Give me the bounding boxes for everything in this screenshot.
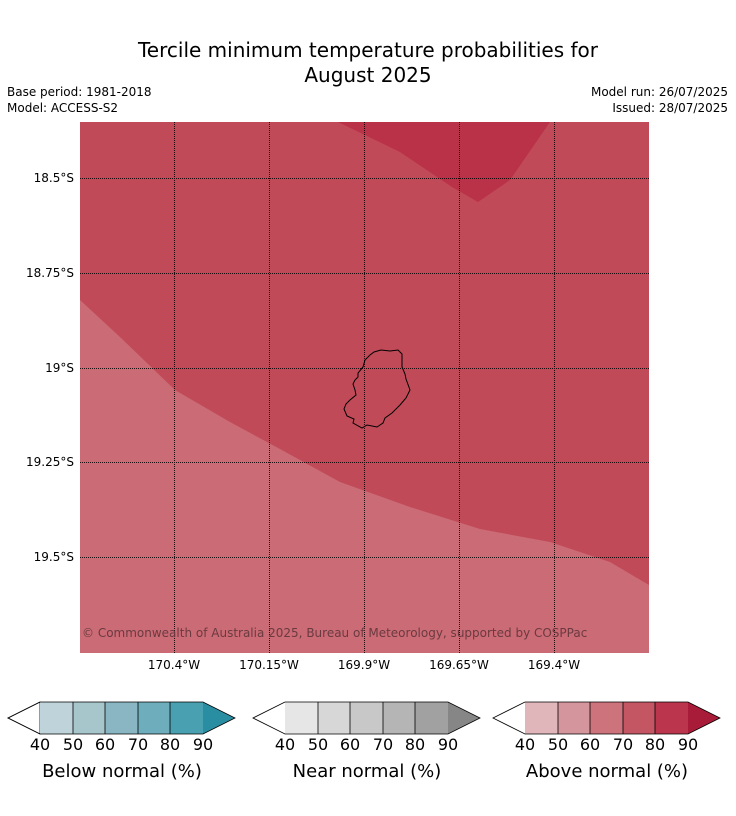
copyright-notice: © Commonwealth of Australia 2025, Bureau… xyxy=(82,626,588,640)
colorbar-below-upper-extend xyxy=(203,702,235,734)
legend-tick: 60 xyxy=(579,735,601,754)
model-name: Model: ACCESS-S2 xyxy=(7,101,119,115)
legend-tick: 90 xyxy=(192,735,214,754)
model-run: Model run: 26/07/2025 xyxy=(590,85,728,99)
lat-label: 19.5°S xyxy=(33,550,74,564)
legend-near-normal xyxy=(251,700,483,736)
map-title: Tercile minimum temperature probabilitie… xyxy=(0,38,736,88)
meta-left: Base period: 1981-2018 Model: ACCESS-S2 xyxy=(7,84,152,116)
colorbar-near-swatch xyxy=(285,702,318,734)
colorbar-above-swatch xyxy=(558,702,590,734)
colorbar-below-swatch xyxy=(40,702,73,734)
colorbar-near xyxy=(252,701,481,735)
meta-right: Model run: 26/07/2025 Issued: 28/07/2025 xyxy=(591,84,728,116)
legend-tick: 70 xyxy=(372,735,394,754)
zone-above-80-90 xyxy=(338,122,550,202)
colorbar-near-swatch xyxy=(415,702,448,734)
legend-tick: 50 xyxy=(307,735,329,754)
colorbar-near-swatch xyxy=(350,702,383,734)
map-panel[interactable] xyxy=(80,122,649,653)
legend-tick: 60 xyxy=(94,735,116,754)
colorbar-above-swatch xyxy=(623,702,655,734)
lat-label: 19.25°S xyxy=(26,455,74,469)
lon-label: 170.4°W xyxy=(147,658,201,672)
legend-tick: 40 xyxy=(29,735,51,754)
colorbar-below-lower-extend xyxy=(7,701,41,735)
legend-tick: 70 xyxy=(612,735,634,754)
island-outline xyxy=(343,349,411,429)
title-line-2: August 2025 xyxy=(304,63,432,87)
lat-label: 18.75°S xyxy=(26,266,74,280)
lon-label: 170.15°W xyxy=(239,658,299,672)
legend-tick: 70 xyxy=(127,735,149,754)
map-canvas xyxy=(80,122,649,653)
colorbar-above-swatch xyxy=(525,702,558,734)
base-period: Base period: 1981-2018 xyxy=(7,85,152,99)
lon-label: 169.65°W xyxy=(429,658,489,672)
legend-below-title: Below normal (%) xyxy=(42,761,202,782)
legend-tick: 80 xyxy=(404,735,426,754)
legend-tick: 50 xyxy=(62,735,84,754)
legend-tick: 50 xyxy=(547,735,569,754)
legend-tick: 90 xyxy=(437,735,459,754)
legend-tick: 80 xyxy=(159,735,181,754)
lon-label: 169.9°W xyxy=(337,658,391,672)
colorbar-near-swatch xyxy=(383,702,415,734)
colorbar-below-swatch xyxy=(138,702,170,734)
colorbar-below-swatch xyxy=(73,702,105,734)
legend-below-normal xyxy=(6,700,238,736)
gridlines xyxy=(80,122,649,653)
legend-near-title: Near normal (%) xyxy=(292,761,442,782)
colorbar-below-swatch xyxy=(105,702,138,734)
legend-above-title: Above normal (%) xyxy=(525,761,689,782)
colorbar-above-swatch xyxy=(590,702,623,734)
issued-date: Issued: 28/07/2025 xyxy=(612,101,728,115)
legend-tick: 90 xyxy=(677,735,699,754)
zone-above-60-70 xyxy=(80,300,649,653)
legend-above-normal xyxy=(491,700,723,736)
colorbar-near-lower-extend xyxy=(253,702,285,734)
colorbar-near-upper-extend xyxy=(448,702,480,734)
colorbar-near-swatch xyxy=(318,702,350,734)
title-line-1: Tercile minimum temperature probabilitie… xyxy=(137,38,599,62)
legend-tick: 40 xyxy=(514,735,536,754)
colorbar-above-upper-extend xyxy=(688,702,720,734)
colorbar-above xyxy=(492,701,721,735)
lat-label: 19°S xyxy=(45,361,74,375)
legend-tick: 60 xyxy=(339,735,361,754)
lon-label: 169.4°W xyxy=(527,658,581,672)
colorbar-below-swatch xyxy=(170,702,203,734)
colorbar-above-lower-extend xyxy=(493,702,525,734)
lat-label: 18.5°S xyxy=(33,171,74,185)
legend-tick: 40 xyxy=(274,735,296,754)
colorbar-below xyxy=(7,701,236,735)
legend-tick: 80 xyxy=(644,735,666,754)
colorbar-above-swatch xyxy=(655,702,688,734)
